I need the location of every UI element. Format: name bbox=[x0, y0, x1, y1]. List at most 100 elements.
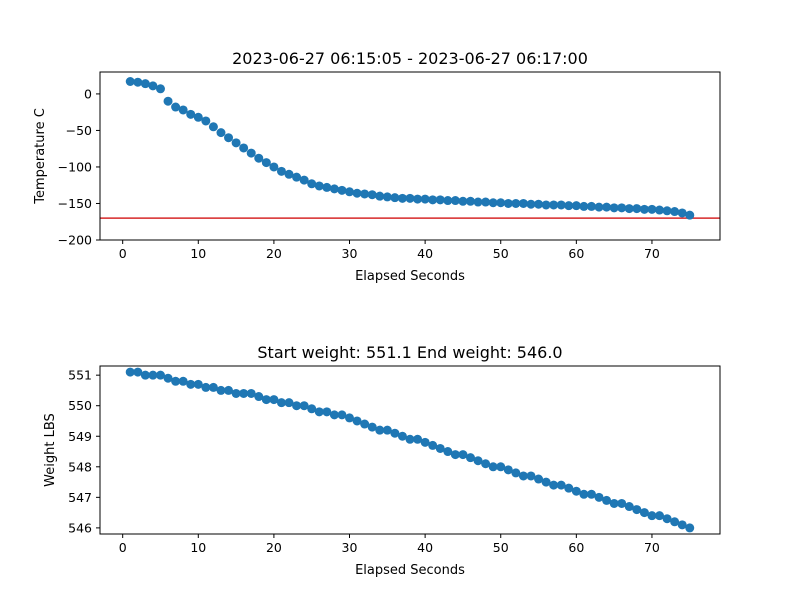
temperature-data-point bbox=[639, 204, 649, 214]
weight-data-point bbox=[231, 388, 241, 398]
temperature-plot-frame bbox=[99, 71, 721, 241]
temperature-data-point bbox=[345, 187, 355, 197]
weight-y-tick-label: 549 bbox=[68, 429, 92, 444]
temperature-data-point bbox=[155, 84, 165, 94]
weight-data-point bbox=[390, 428, 400, 438]
temperature-data-point bbox=[299, 175, 309, 185]
weight-data-point bbox=[254, 392, 264, 402]
temperature-y-axis-label: Temperature C bbox=[33, 108, 48, 205]
weight-data-point bbox=[443, 447, 453, 457]
temperature-data-point bbox=[526, 199, 536, 209]
temperature-data-point bbox=[518, 198, 528, 208]
temperature-y-tick-label: −100 bbox=[58, 159, 92, 174]
weight-data-point bbox=[276, 398, 286, 408]
weight-data-point bbox=[465, 453, 475, 463]
temperature-x-axis-label: Elapsed Seconds bbox=[355, 269, 465, 284]
weight-data-point bbox=[125, 367, 135, 377]
temperature-data-point bbox=[284, 169, 294, 179]
weight-data-point bbox=[360, 419, 370, 429]
temperature-x-tick-label: 10 bbox=[190, 246, 206, 261]
temperature-data-point bbox=[549, 200, 559, 210]
weight-data-point bbox=[163, 373, 173, 383]
temperature-data-point bbox=[609, 203, 619, 213]
weight-data-point bbox=[685, 523, 695, 533]
weight-data-point bbox=[556, 480, 566, 490]
weight-data-point bbox=[337, 410, 347, 420]
temperature-data-point bbox=[171, 102, 181, 112]
temperature-data-point bbox=[662, 206, 672, 216]
weight-data-point bbox=[216, 385, 226, 395]
temperature-data-point bbox=[231, 138, 241, 148]
temperature-data-point bbox=[246, 148, 256, 158]
weight-data-point bbox=[518, 471, 528, 481]
weight-data-point bbox=[458, 450, 468, 460]
weight-data-point bbox=[428, 440, 438, 450]
temperature-data-point bbox=[224, 133, 234, 143]
weight-data-point bbox=[571, 486, 581, 496]
weight-data-point bbox=[284, 398, 294, 408]
temperature-data-point bbox=[602, 202, 612, 212]
temperature-x-tick-label: 40 bbox=[417, 246, 433, 261]
weight-data-point bbox=[503, 465, 513, 475]
weight-x-tick-label: 50 bbox=[493, 540, 509, 555]
temperature-data-point bbox=[586, 201, 596, 211]
weight-y-tick-label: 548 bbox=[68, 459, 92, 474]
temperature-data-point bbox=[481, 197, 491, 207]
temperature-data-point bbox=[496, 198, 506, 208]
weight-data-point bbox=[171, 376, 181, 386]
weight-data-point bbox=[541, 477, 551, 487]
weight-data-point bbox=[352, 416, 362, 426]
temperature-data-point bbox=[261, 158, 271, 168]
temperature-data-point bbox=[443, 196, 453, 206]
temperature-data-point bbox=[511, 198, 521, 208]
weight-x-axis-label: Elapsed Seconds bbox=[355, 563, 465, 578]
weight-data-point bbox=[375, 425, 385, 435]
weight-data-point bbox=[208, 382, 218, 392]
weight-points bbox=[125, 367, 695, 533]
temperature-data-point bbox=[208, 122, 218, 132]
weight-data-point bbox=[549, 480, 559, 490]
weight-data-point bbox=[201, 382, 211, 392]
temperature-data-point bbox=[193, 112, 203, 122]
temperature-data-point bbox=[360, 189, 370, 199]
temperature-data-point bbox=[367, 190, 377, 200]
weight-data-point bbox=[420, 437, 430, 447]
temperature-data-point bbox=[465, 196, 475, 206]
temperature-chart-title: 2023-06-27 06:15:05 - 2023-06-27 06:17:0… bbox=[232, 49, 588, 68]
temperature-data-point bbox=[594, 202, 604, 212]
temperature-data-point bbox=[178, 105, 188, 115]
temperature-data-point bbox=[677, 208, 687, 218]
weight-data-point bbox=[677, 520, 687, 530]
temperature-data-point bbox=[292, 172, 302, 182]
temperature-data-point bbox=[322, 182, 332, 192]
weight-x-tick-label: 60 bbox=[568, 540, 584, 555]
temperature-x-tick-label: 30 bbox=[342, 246, 358, 261]
temperature-data-point bbox=[488, 198, 498, 208]
temperature-data-point bbox=[239, 143, 249, 153]
weight-data-point bbox=[670, 517, 680, 527]
temperature-subplot: 2023-06-27 06:15:05 - 2023-06-27 06:17:0… bbox=[33, 49, 721, 284]
weight-data-point bbox=[292, 401, 302, 411]
temperature-data-point bbox=[556, 200, 566, 210]
temperature-data-point bbox=[564, 201, 574, 211]
weight-data-point bbox=[662, 514, 672, 524]
temperature-data-point bbox=[571, 201, 581, 211]
temperature-data-point bbox=[163, 96, 173, 106]
weight-x-tick-label: 30 bbox=[342, 540, 358, 555]
weight-data-point bbox=[155, 370, 165, 380]
weight-data-point bbox=[473, 456, 483, 466]
temperature-data-point bbox=[413, 194, 423, 204]
weight-x-tick-label: 20 bbox=[266, 540, 282, 555]
temperature-data-point bbox=[352, 188, 362, 198]
weight-x-tick-label: 40 bbox=[417, 540, 433, 555]
weight-data-point bbox=[299, 401, 309, 411]
temperature-y-tick-label: −150 bbox=[58, 196, 92, 211]
weight-data-point bbox=[329, 410, 339, 420]
temperature-data-point bbox=[435, 195, 445, 205]
temperature-y-tick-label: 0 bbox=[84, 86, 92, 101]
temperature-data-point bbox=[579, 201, 589, 211]
temperature-data-point bbox=[685, 210, 695, 220]
temperature-data-point bbox=[534, 199, 544, 209]
